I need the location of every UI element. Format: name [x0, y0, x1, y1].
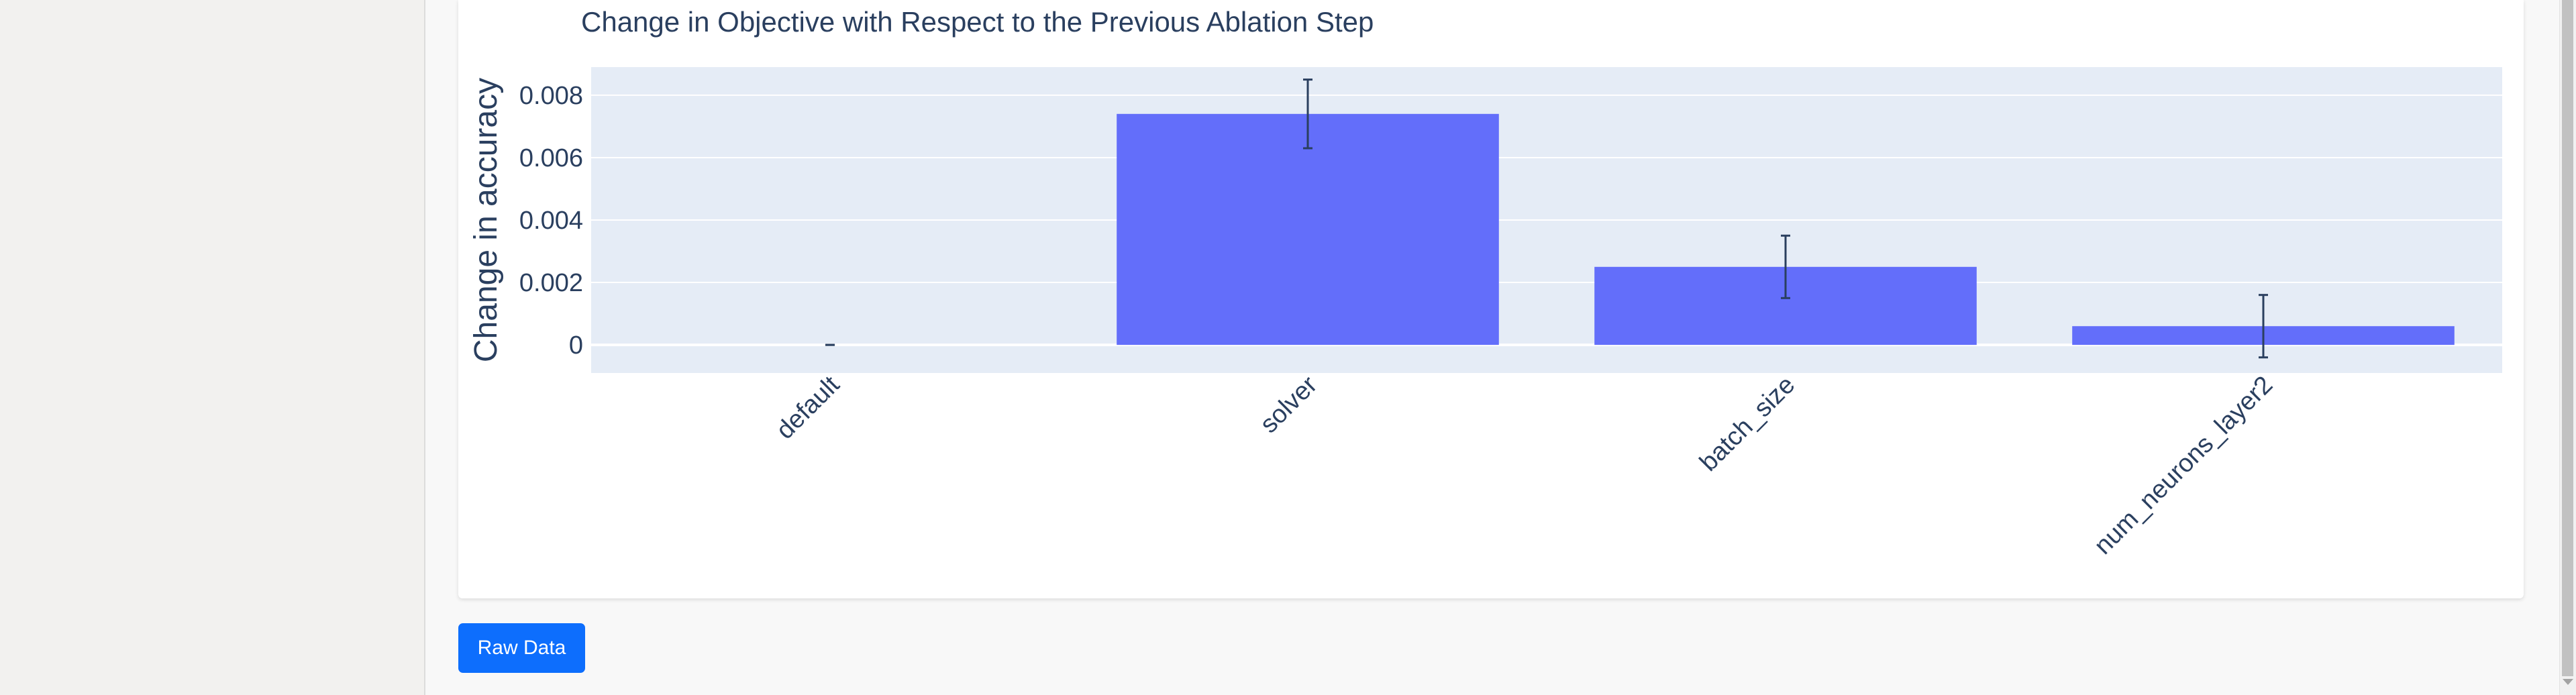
raw-data-button[interactable]: Raw Data: [458, 623, 585, 673]
scroll-down-arrow-icon[interactable]: [2563, 679, 2573, 685]
x-tick-label: batch_size: [1694, 371, 1800, 477]
y-tick-label: 0: [569, 331, 583, 360]
chart-card: Change in Objective with Respect to the …: [458, 0, 2524, 598]
bars: [825, 78, 2455, 359]
x-tick-labels: default solver batch_size num_neurons_layer…: [771, 370, 2278, 559]
y-tick-label: 0.008: [519, 82, 583, 110]
y-axis-label: Change in accuracy: [468, 78, 504, 362]
y-tick-labels: 0 0.002 0.004 0.006 0.008: [519, 82, 583, 360]
ablation-bar-chart: Change in Objective with Respect to the …: [468, 6, 2502, 560]
y-tick-label: 0.004: [519, 207, 583, 235]
x-tick-label: default: [771, 370, 845, 445]
bar-solver: [1117, 113, 1499, 345]
scrollbar-thumb[interactable]: [2562, 0, 2573, 676]
y-tick-label: 0.002: [519, 269, 583, 297]
chart-title: Change in Objective with Respect to the …: [581, 6, 1374, 38]
y-tick-label: 0.006: [519, 144, 583, 172]
x-tick-label: solver: [1255, 370, 1323, 439]
left-sidebar-panel: [0, 0, 425, 695]
x-tick-label: num_neurons_layer2: [2089, 371, 2278, 560]
